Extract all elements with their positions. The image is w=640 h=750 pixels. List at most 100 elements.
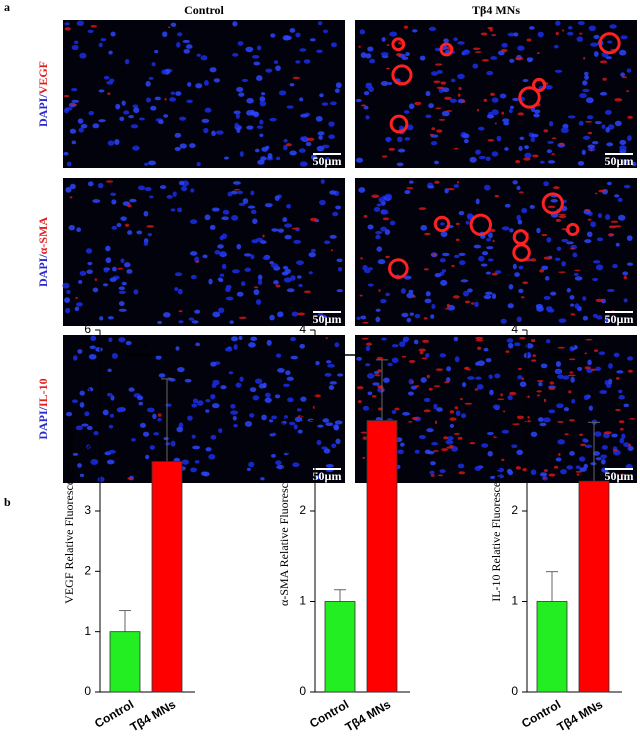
nucleus	[232, 53, 239, 57]
nucleus	[355, 98, 362, 103]
nucleus	[86, 425, 93, 431]
nucleus	[516, 214, 521, 221]
nucleus	[296, 275, 302, 279]
nucleus	[182, 39, 190, 43]
nucleus	[293, 239, 302, 244]
red-signal	[614, 225, 622, 228]
nucleus	[303, 59, 311, 64]
nucleus	[253, 61, 261, 66]
nucleus	[235, 113, 240, 119]
nucleus	[221, 263, 227, 270]
nucleus	[524, 152, 532, 159]
nucleus	[595, 366, 601, 371]
red-signal	[569, 371, 574, 374]
red-signal	[580, 443, 587, 447]
nucleus	[97, 182, 104, 189]
nucleus	[504, 203, 511, 208]
nucleus	[200, 55, 208, 61]
nucleus	[223, 156, 230, 160]
nucleus	[162, 31, 168, 38]
nucleus	[516, 185, 521, 191]
nucleus	[308, 271, 313, 275]
nucleus	[586, 115, 594, 120]
nucleus	[478, 255, 485, 262]
nucleus	[123, 262, 131, 268]
vessel	[389, 114, 409, 134]
nucleus	[595, 264, 604, 271]
red-signal	[487, 138, 495, 142]
nucleus	[548, 121, 554, 127]
nucleus	[489, 389, 494, 396]
red-signal	[446, 446, 454, 449]
red-signal	[434, 420, 438, 425]
nucleus	[537, 417, 544, 422]
nucleus	[77, 463, 82, 468]
nucleus	[282, 217, 288, 223]
nucleus	[627, 356, 634, 361]
nucleus	[79, 390, 85, 396]
red-signal	[558, 271, 566, 273]
micrograph: 50µm	[63, 335, 345, 483]
red-signal	[238, 316, 247, 319]
red-signal	[423, 268, 430, 271]
nucleus	[596, 237, 604, 242]
nucleus	[265, 68, 273, 73]
red-signal	[64, 27, 71, 31]
nucleus	[572, 252, 578, 258]
red-signal	[385, 255, 390, 259]
vessel	[541, 192, 564, 215]
nucleus	[626, 235, 633, 241]
nucleus	[210, 434, 217, 440]
nucleus	[244, 267, 251, 272]
nucleus	[299, 161, 308, 167]
nucleus	[245, 46, 254, 53]
red-signal	[464, 300, 471, 304]
red-signal	[363, 215, 368, 218]
nucleus	[210, 361, 217, 367]
nucleus	[611, 433, 618, 438]
nucleus	[619, 49, 627, 56]
nucleus	[189, 143, 196, 148]
nucleus	[543, 181, 549, 187]
bar	[536, 601, 568, 693]
nucleus	[434, 160, 439, 165]
stain-label: DAPI/	[36, 406, 50, 439]
red-signal	[599, 60, 608, 64]
nucleus	[425, 90, 431, 97]
red-signal	[603, 431, 612, 435]
nucleus	[486, 246, 494, 250]
red-signal	[570, 247, 575, 250]
red-signal	[458, 86, 462, 91]
nucleus	[321, 144, 330, 149]
nucleus	[511, 444, 518, 449]
nucleus	[246, 97, 254, 104]
nucleus	[570, 376, 575, 383]
nucleus	[178, 320, 184, 324]
nucleus	[212, 311, 221, 318]
nucleus	[80, 124, 88, 129]
nucleus	[433, 403, 438, 410]
nucleus	[76, 227, 82, 233]
nucleus	[208, 278, 213, 285]
red-signal	[366, 342, 373, 346]
nucleus	[539, 160, 545, 164]
nucleus	[264, 203, 273, 208]
nucleus	[592, 141, 599, 145]
nucleus	[397, 136, 403, 143]
nucleus	[525, 343, 534, 349]
nucleus	[631, 161, 637, 167]
nucleus	[205, 409, 210, 413]
nucleus	[547, 160, 556, 164]
vessel	[439, 42, 454, 57]
red-signal	[423, 409, 431, 413]
nucleus	[147, 233, 152, 237]
nucleus	[259, 119, 264, 125]
nucleus	[290, 336, 296, 342]
nucleus	[582, 80, 588, 86]
red-signal	[376, 356, 384, 360]
nucleus	[252, 395, 260, 401]
nucleus	[512, 97, 520, 102]
nucleus	[90, 335, 97, 342]
nucleus	[561, 261, 567, 267]
nucleus	[440, 222, 445, 226]
